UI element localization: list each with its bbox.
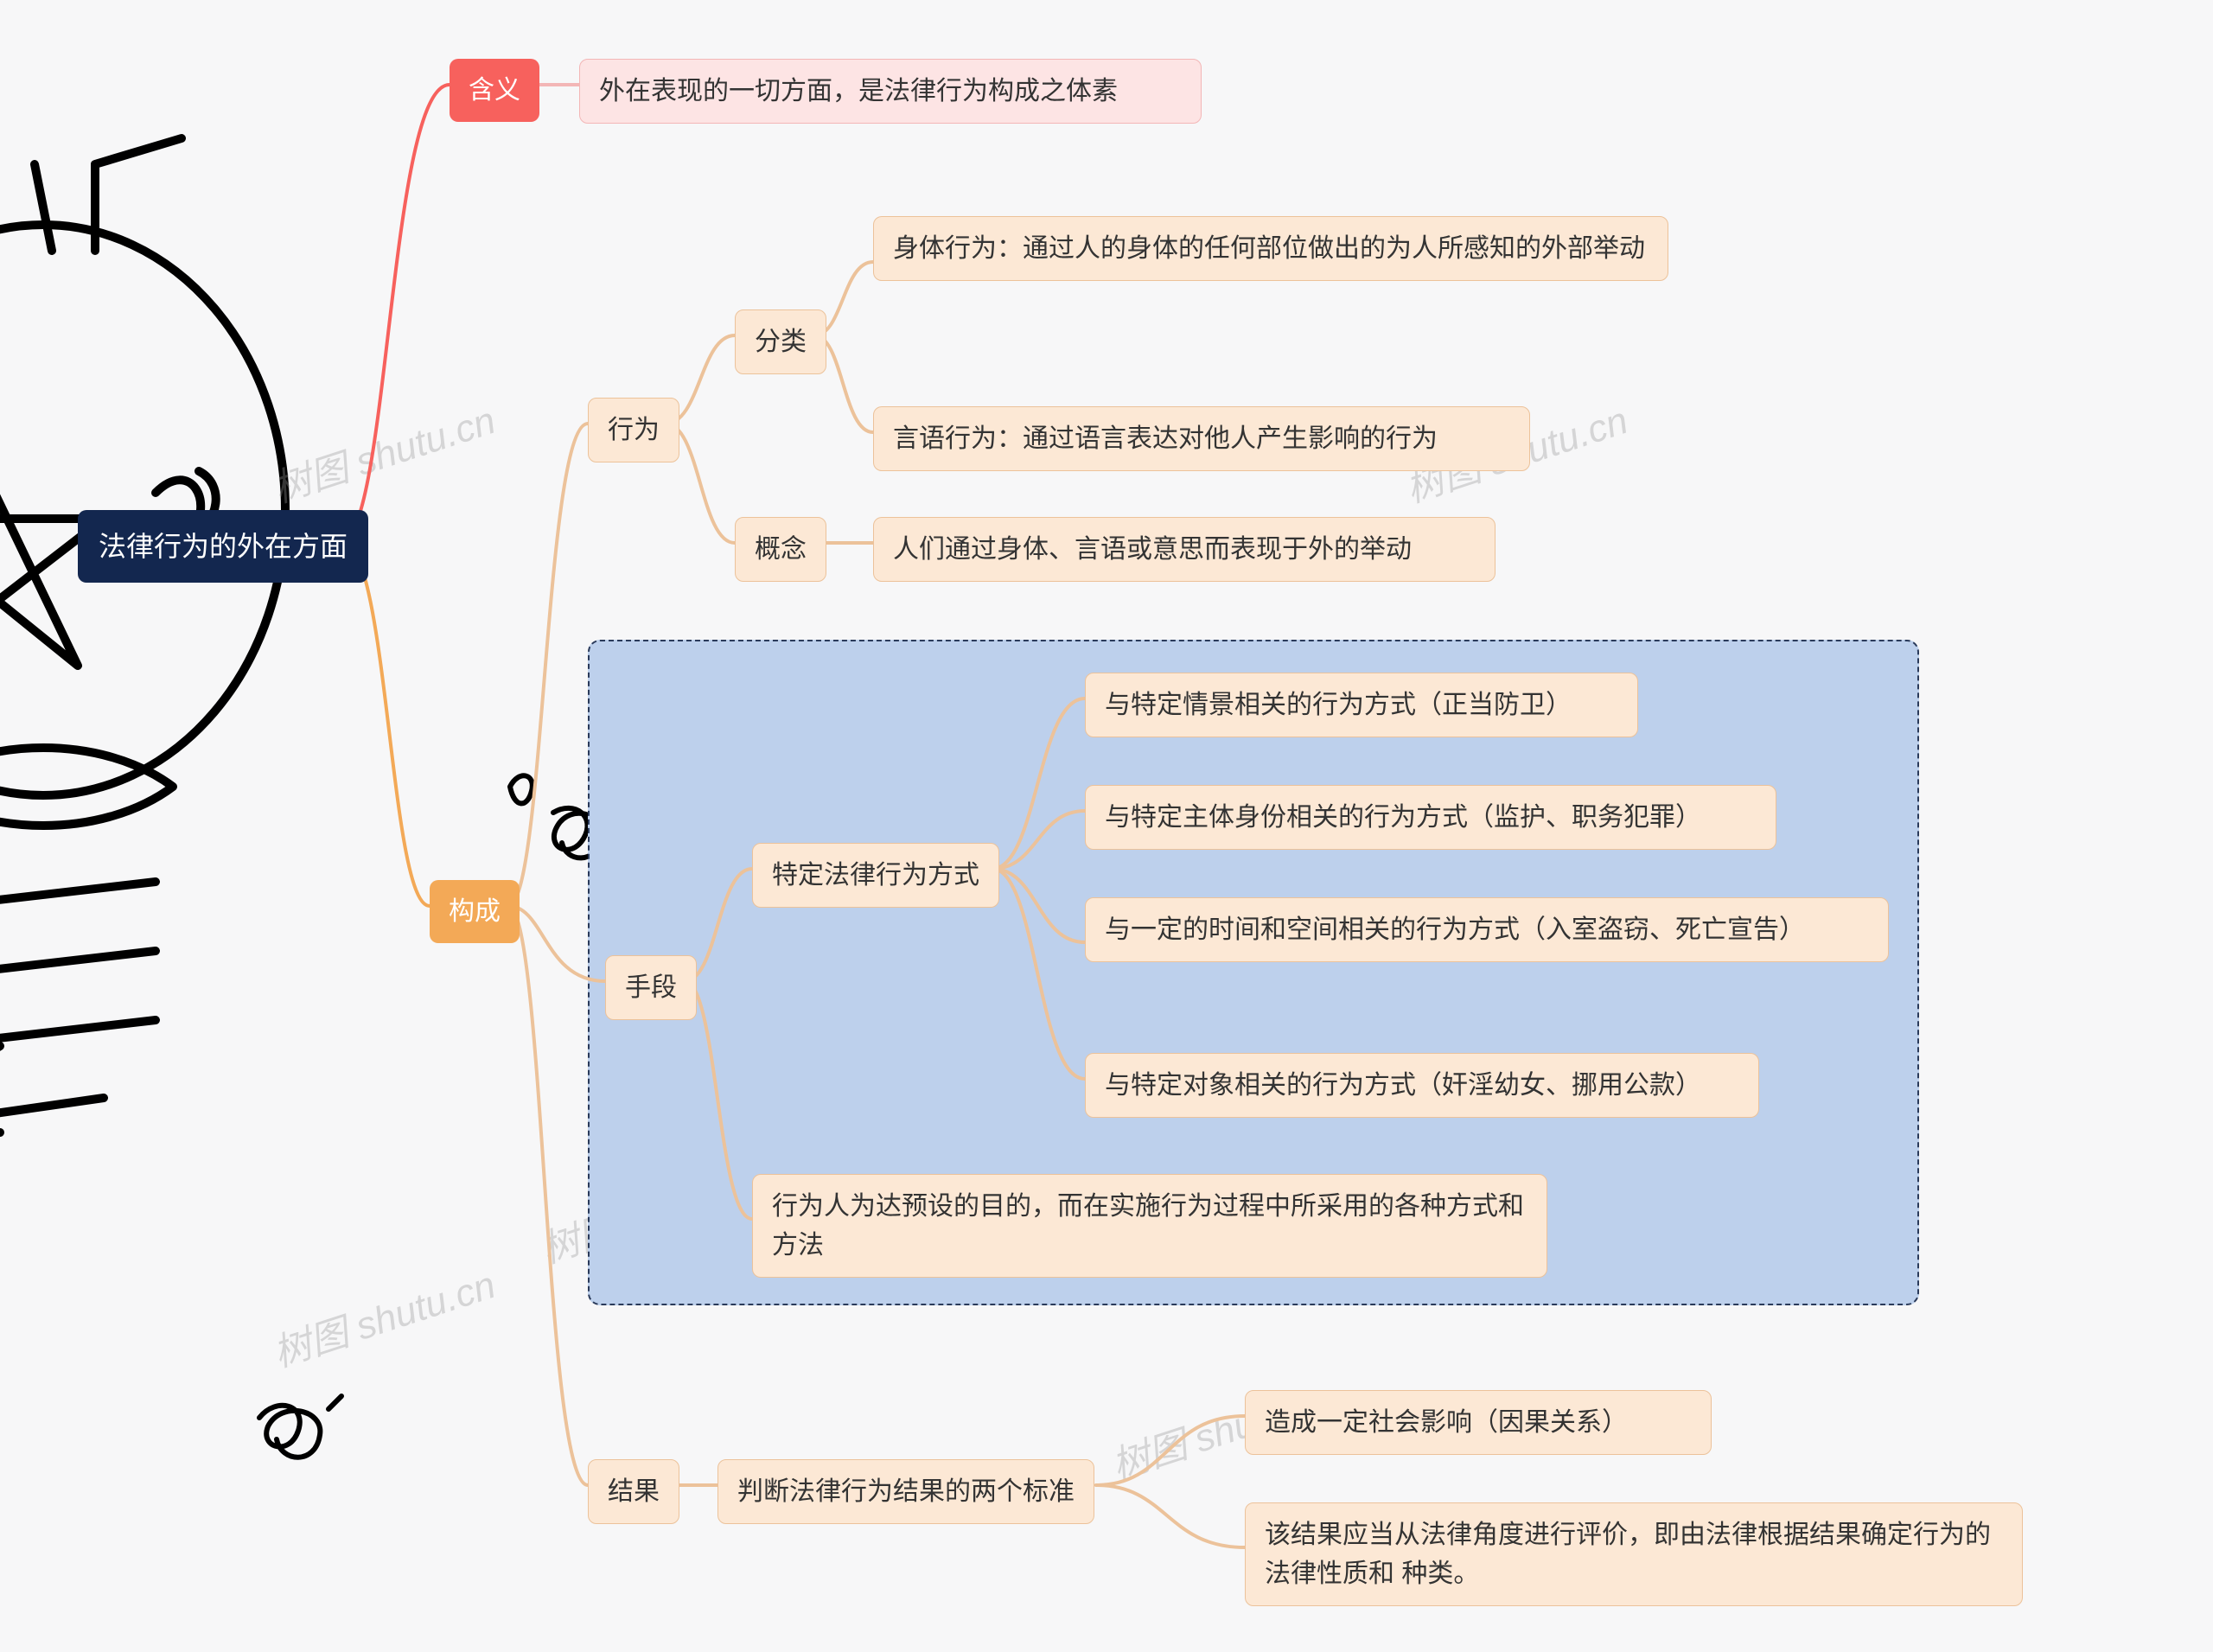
node-time-space[interactable]: 与一定的时间和空间相关的行为方式（入室盗窃、死亡宣告） [1085, 897, 1889, 962]
node-result[interactable]: 结果 [588, 1459, 679, 1524]
watermark: 树图 shutu.cn [265, 389, 501, 513]
node-meaning[interactable]: 含义 [450, 59, 539, 122]
root-node[interactable]: 法律行为的外在方面 [78, 510, 368, 583]
node-behavior[interactable]: 行为 [588, 398, 679, 462]
lightbulb-doodle-icon [0, 130, 363, 1184]
node-composition[interactable]: 构成 [430, 880, 520, 943]
node-object[interactable]: 与特定对象相关的行为方式（奸淫幼女、挪用公款） [1085, 1053, 1759, 1118]
squiggle2-icon [242, 1383, 354, 1478]
mindmap-canvas: 树图 shutu.cn 树图 shutu.cn 树图 shutu.cn 树图 s… [0, 0, 2213, 1652]
node-legal-eval[interactable]: 该结果应当从法律角度进行评价，即由法律根据结果确定行为的法律性质和 种类。 [1245, 1502, 2023, 1606]
node-classification[interactable]: 分类 [735, 309, 826, 374]
node-meaning-detail[interactable]: 外在表现的一切方面，是法律行为构成之体素 [579, 59, 1202, 124]
node-specific-methods[interactable]: 特定法律行为方式 [752, 843, 999, 908]
node-means-detail[interactable]: 行为人为达预设的目的，而在实施行为过程中所采用的各种方式和方法 [752, 1174, 1547, 1278]
node-speech-behavior[interactable]: 言语行为：通过语言表达对他人产生影响的行为 [873, 406, 1530, 471]
node-concept-detail[interactable]: 人们通过身体、言语或意思而表现于外的举动 [873, 517, 1496, 582]
node-concept[interactable]: 概念 [735, 517, 826, 582]
watermark: 树图 shutu.cn [265, 1253, 501, 1377]
node-means[interactable]: 手段 [605, 955, 697, 1020]
node-situation[interactable]: 与特定情景相关的行为方式（正当防卫） [1085, 673, 1638, 737]
node-body-behavior[interactable]: 身体行为：通过人的身体的任何部位做出的为人所感知的外部举动 [873, 216, 1668, 281]
node-social-impact[interactable]: 造成一定社会影响（因果关系） [1245, 1390, 1712, 1455]
node-result-criteria[interactable]: 判断法律行为结果的两个标准 [717, 1459, 1094, 1524]
node-subject[interactable]: 与特定主体身份相关的行为方式（监护、职务犯罪） [1085, 785, 1776, 850]
